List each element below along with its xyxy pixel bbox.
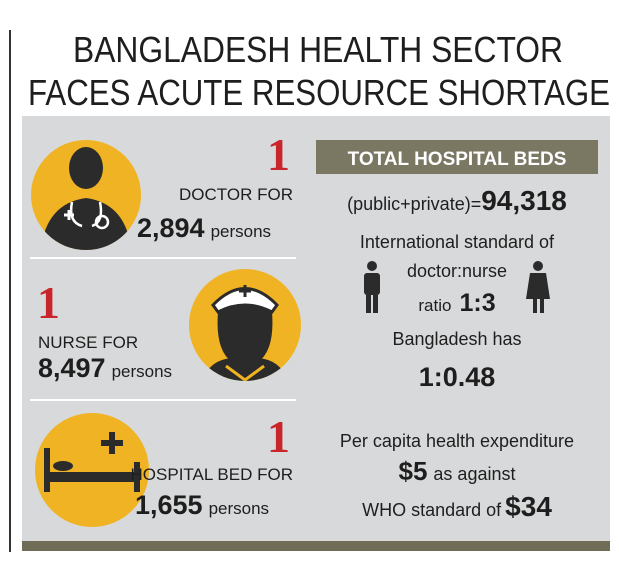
ratio-text: International standard of [360,232,555,252]
expenditure-line: WHO standard of $34 [362,491,552,522]
ratio-value: 1:3 [459,289,495,317]
stat-number: 8,497 [38,353,106,383]
beds-text: (public+private)= [347,194,481,214]
stat-line: 8,497 persons [38,353,172,383]
header-box [316,140,598,174]
count: 1 [267,411,290,462]
stat-number: 2,894 [137,213,205,243]
expenditure-text: as against [433,464,515,484]
doctor-figure [364,261,380,313]
ratio-text: ratio [418,296,451,315]
count: 1 [37,277,60,328]
nurse-figure [526,261,550,313]
beds-line: (public+private)=94,318 [347,185,567,216]
stat-label: DOCTOR FOR [179,185,293,204]
ratio-line: ratio 1:3 [418,289,495,317]
ratio-text: Bangladesh has [392,329,521,349]
nurse-icon [189,269,301,381]
title-line: FACES ACUTE RESOURCE SHORTAGE [28,72,610,113]
stat-number: 1,655 [135,490,203,520]
stat-unit: persons [209,499,269,518]
ratio-value: 1:0.48 [419,362,496,392]
title-line: BANGLADESH HEALTH SECTOR [73,29,563,70]
count: 1 [267,129,290,180]
expenditure-line: $5 as against [399,456,516,486]
stat-label: NURSE FOR [38,333,138,352]
stat-label: HOSPITAL BED FOR [131,465,293,484]
ratio-text: doctor:nurse [407,261,507,281]
bed-icon [35,413,149,527]
doctor-icon [31,140,141,250]
expenditure-value: $5 [399,456,428,486]
stat-line: 2,894 persons [137,213,271,243]
stat-unit: persons [112,362,172,381]
stat-unit: persons [211,222,271,241]
beds-value: 94,318 [481,185,567,216]
stat-line: 1,655 persons [135,490,269,520]
expenditure-text: WHO standard of [362,500,502,520]
bottom-bar [22,541,610,551]
expenditure-text: Per capita health expenditure [340,431,574,451]
expenditure-value: $34 [505,491,552,522]
beds-header: TOTAL HOSPITAL BEDS [348,149,567,170]
